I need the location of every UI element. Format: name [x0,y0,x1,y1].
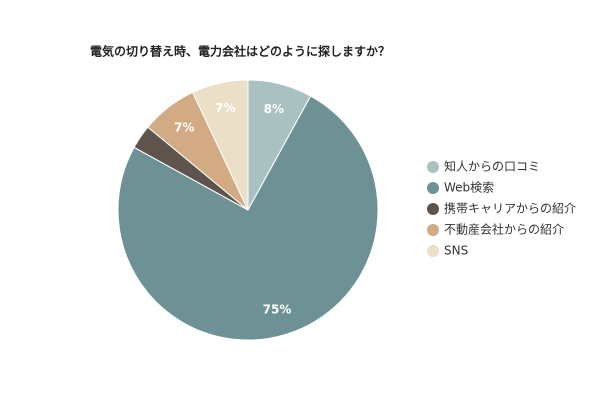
legend-label: Web検索 [444,181,494,195]
legend-label: 不動産会社からの紹介 [444,222,564,237]
legend-label: 携帯キャリアからの紹介 [444,201,576,216]
legend-marker [427,182,439,194]
legend-marker [427,203,439,215]
slice-label: 7% [215,101,235,115]
pie-slice [117,95,379,341]
legend-marker [427,245,439,257]
slice-label: 7% [174,120,194,134]
slice-label: 75% [263,302,292,316]
legend-marker [427,161,439,173]
chart-title: 電気の切り替え時、電力会社はどのように探しますか？ [90,44,390,59]
legend-label: SNS [444,244,468,258]
pie-slice [191,79,249,211]
legend-label: 知人からの口コミ [444,160,540,174]
slice-label: 8% [264,102,284,116]
legend-marker [427,224,439,236]
